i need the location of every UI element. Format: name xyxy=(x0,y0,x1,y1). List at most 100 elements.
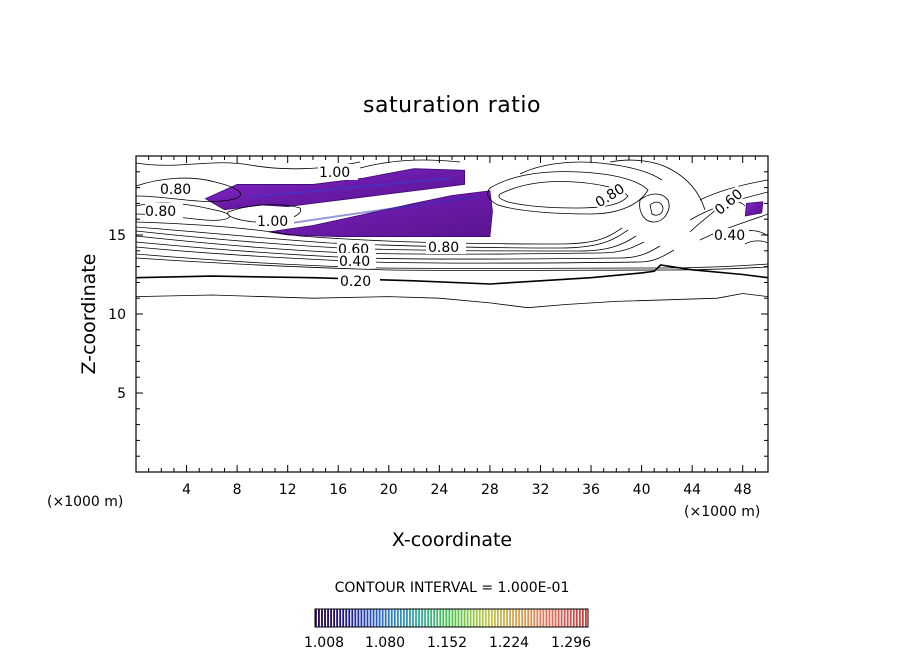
colorbar-stripe xyxy=(563,609,566,627)
x-tick-label: 12 xyxy=(279,482,297,498)
colorbar-stripe xyxy=(424,609,427,627)
colorbar-stripe xyxy=(360,609,363,627)
contour-label-0.20: 0.20 xyxy=(340,274,371,290)
colorbar-stripe xyxy=(536,609,539,627)
colorbar-stripe xyxy=(378,609,381,627)
colorbar-stripe xyxy=(393,609,396,627)
colorbar-stripe xyxy=(475,609,478,627)
colorbar-stripe xyxy=(454,609,457,627)
colorbar-stripe xyxy=(354,609,357,627)
colorbar-stripe xyxy=(333,609,336,627)
x-tick-label: 28 xyxy=(481,482,499,498)
contour-line-0.20 xyxy=(136,264,768,285)
colorbar-stripe xyxy=(509,609,511,627)
supersaturated-region-3 xyxy=(744,201,764,217)
contour-line xyxy=(136,246,675,264)
colorbar-tick-label: 1.224 xyxy=(489,635,529,651)
colorbar-stripe xyxy=(560,609,563,627)
colorbar-stripe xyxy=(339,609,342,627)
colorbar-stripe xyxy=(418,609,420,627)
colorbar-stripe xyxy=(409,609,411,627)
x-tick-label: 16 xyxy=(329,482,347,498)
contour-line xyxy=(744,240,768,245)
colorbar-stripe xyxy=(375,609,378,627)
colorbar-stripe xyxy=(372,609,375,627)
contour-label-bg xyxy=(591,180,629,210)
contour-label-0.80: 0.80 xyxy=(160,182,191,198)
colorbar-tick-label: 1.152 xyxy=(427,635,467,651)
colorbar-stripe xyxy=(515,609,518,627)
contour-line xyxy=(136,230,637,252)
colorbar-tick-label: 1.080 xyxy=(365,635,405,651)
x-tick-label: 8 xyxy=(233,482,242,498)
colorbar-stripe xyxy=(387,609,390,627)
colorbar-stripe xyxy=(506,609,508,627)
chart-title: saturation ratio xyxy=(363,93,541,118)
contour-label-0.80: 0.80 xyxy=(145,204,176,220)
plot-area xyxy=(136,159,768,309)
contour-line xyxy=(519,161,663,181)
colorbar-stripe xyxy=(321,609,323,627)
contour-line-0.10 xyxy=(136,293,768,309)
colorbar-stripe xyxy=(469,609,472,627)
y-unit-label: (×1000 m) xyxy=(47,494,123,510)
colorbar-tick-label: 1.296 xyxy=(551,635,591,651)
colorbar-tick-label: 1.008 xyxy=(304,635,344,651)
colorbar-stripe xyxy=(396,609,399,627)
x-tick-label: 4 xyxy=(182,482,191,498)
supersaturated-regions xyxy=(204,168,764,237)
y-tick-label: 5 xyxy=(117,386,126,402)
contour-line xyxy=(136,177,242,202)
colorbar-stripe xyxy=(539,609,542,627)
x-tick-label: 20 xyxy=(380,482,398,498)
colorbar-stripe xyxy=(427,609,430,627)
colorbar-stripe xyxy=(500,609,502,627)
contour-line xyxy=(136,221,623,245)
colorbar-stripe xyxy=(584,609,587,627)
contour-label-1.00: 1.00 xyxy=(319,165,350,181)
colorbar-stripe xyxy=(381,609,384,627)
colorbar-stripe xyxy=(442,609,445,627)
contour-line xyxy=(136,235,645,255)
colorbar-labels: 1.008 1.080 1.152 1.224 1.296 xyxy=(304,635,591,651)
contour-label-bg xyxy=(160,181,196,196)
x-tick-label: 24 xyxy=(430,482,448,498)
contour-line xyxy=(136,253,768,269)
colorbar-stripe xyxy=(412,609,414,627)
colorbar-stripe xyxy=(457,609,460,627)
contour-line xyxy=(136,241,661,260)
contour-label-bg xyxy=(711,185,747,218)
colorbar-stripe xyxy=(330,609,332,627)
colorbar-stripe xyxy=(451,609,454,627)
colorbar-stripe xyxy=(487,609,490,627)
y-axis-label: Z-coordinate xyxy=(78,254,100,375)
colorbar-stripe xyxy=(324,609,326,627)
contour-interval-text: CONTOUR INTERVAL = 1.000E-01 xyxy=(335,580,570,596)
contour-label-0.40: 0.40 xyxy=(714,228,745,244)
x-axis-label: X-coordinate xyxy=(392,529,512,551)
contour-label-0.80: 0.80 xyxy=(428,240,459,256)
y-tick-label: 10 xyxy=(108,307,126,323)
colorbar-stripe xyxy=(342,609,345,627)
colorbar-stripe xyxy=(336,609,339,627)
colorbar-stripe xyxy=(575,609,578,627)
contour-label-bg xyxy=(713,228,749,242)
contour-label-1.00: 1.00 xyxy=(257,214,288,230)
axis-ticks xyxy=(136,156,768,472)
contour-line xyxy=(699,213,768,241)
colorbar-stripe xyxy=(518,609,521,627)
colorbar-stripe xyxy=(551,609,554,627)
x-tick-labels: 4 8 12 16 20 24 28 32 36 40 44 48 xyxy=(182,482,752,498)
contour-line xyxy=(359,159,461,169)
contour-label-bg xyxy=(145,203,183,218)
colorbar-stripe xyxy=(542,609,545,627)
colorbar-stripe xyxy=(421,609,423,627)
colorbar-stripe xyxy=(548,609,551,627)
colorbar-stripe xyxy=(581,609,584,627)
contour-line xyxy=(609,159,706,211)
colorbar-stripe xyxy=(363,609,366,627)
colorbar-stripe xyxy=(327,609,329,627)
region-core xyxy=(274,196,478,227)
colorbar-stripe xyxy=(503,609,505,627)
colorbar-stripe xyxy=(554,609,557,627)
